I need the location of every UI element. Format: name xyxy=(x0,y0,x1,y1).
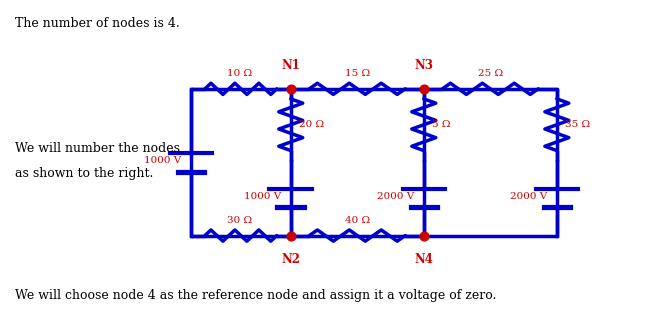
Text: We will choose node 4 as the reference node and assign it a voltage of zero.: We will choose node 4 as the reference n… xyxy=(15,289,496,302)
Text: as shown to the right.: as shown to the right. xyxy=(15,167,153,180)
Text: 10 Ω: 10 Ω xyxy=(227,69,252,78)
Text: N3: N3 xyxy=(414,59,434,72)
Text: We will number the nodes: We will number the nodes xyxy=(15,142,180,155)
Point xyxy=(285,233,296,238)
Text: 5 Ω: 5 Ω xyxy=(432,120,451,129)
Text: 35 Ω: 35 Ω xyxy=(566,120,591,129)
Text: 2000 V: 2000 V xyxy=(510,192,547,201)
Text: 20 Ω: 20 Ω xyxy=(299,120,325,129)
Text: 1000 V: 1000 V xyxy=(244,192,281,201)
Point xyxy=(418,86,429,91)
Point xyxy=(285,86,296,91)
Text: 30 Ω: 30 Ω xyxy=(227,216,252,225)
Text: 25 Ω: 25 Ω xyxy=(478,69,503,78)
Text: 1000 V: 1000 V xyxy=(144,156,181,165)
Text: N4: N4 xyxy=(414,253,434,266)
Text: 2000 V: 2000 V xyxy=(377,192,414,201)
Text: N1: N1 xyxy=(281,59,300,72)
Text: 15 Ω: 15 Ω xyxy=(345,69,370,78)
Text: N2: N2 xyxy=(281,253,300,266)
Point xyxy=(418,233,429,238)
Text: 40 Ω: 40 Ω xyxy=(345,216,370,225)
Text: The number of nodes is 4.: The number of nodes is 4. xyxy=(15,17,180,30)
